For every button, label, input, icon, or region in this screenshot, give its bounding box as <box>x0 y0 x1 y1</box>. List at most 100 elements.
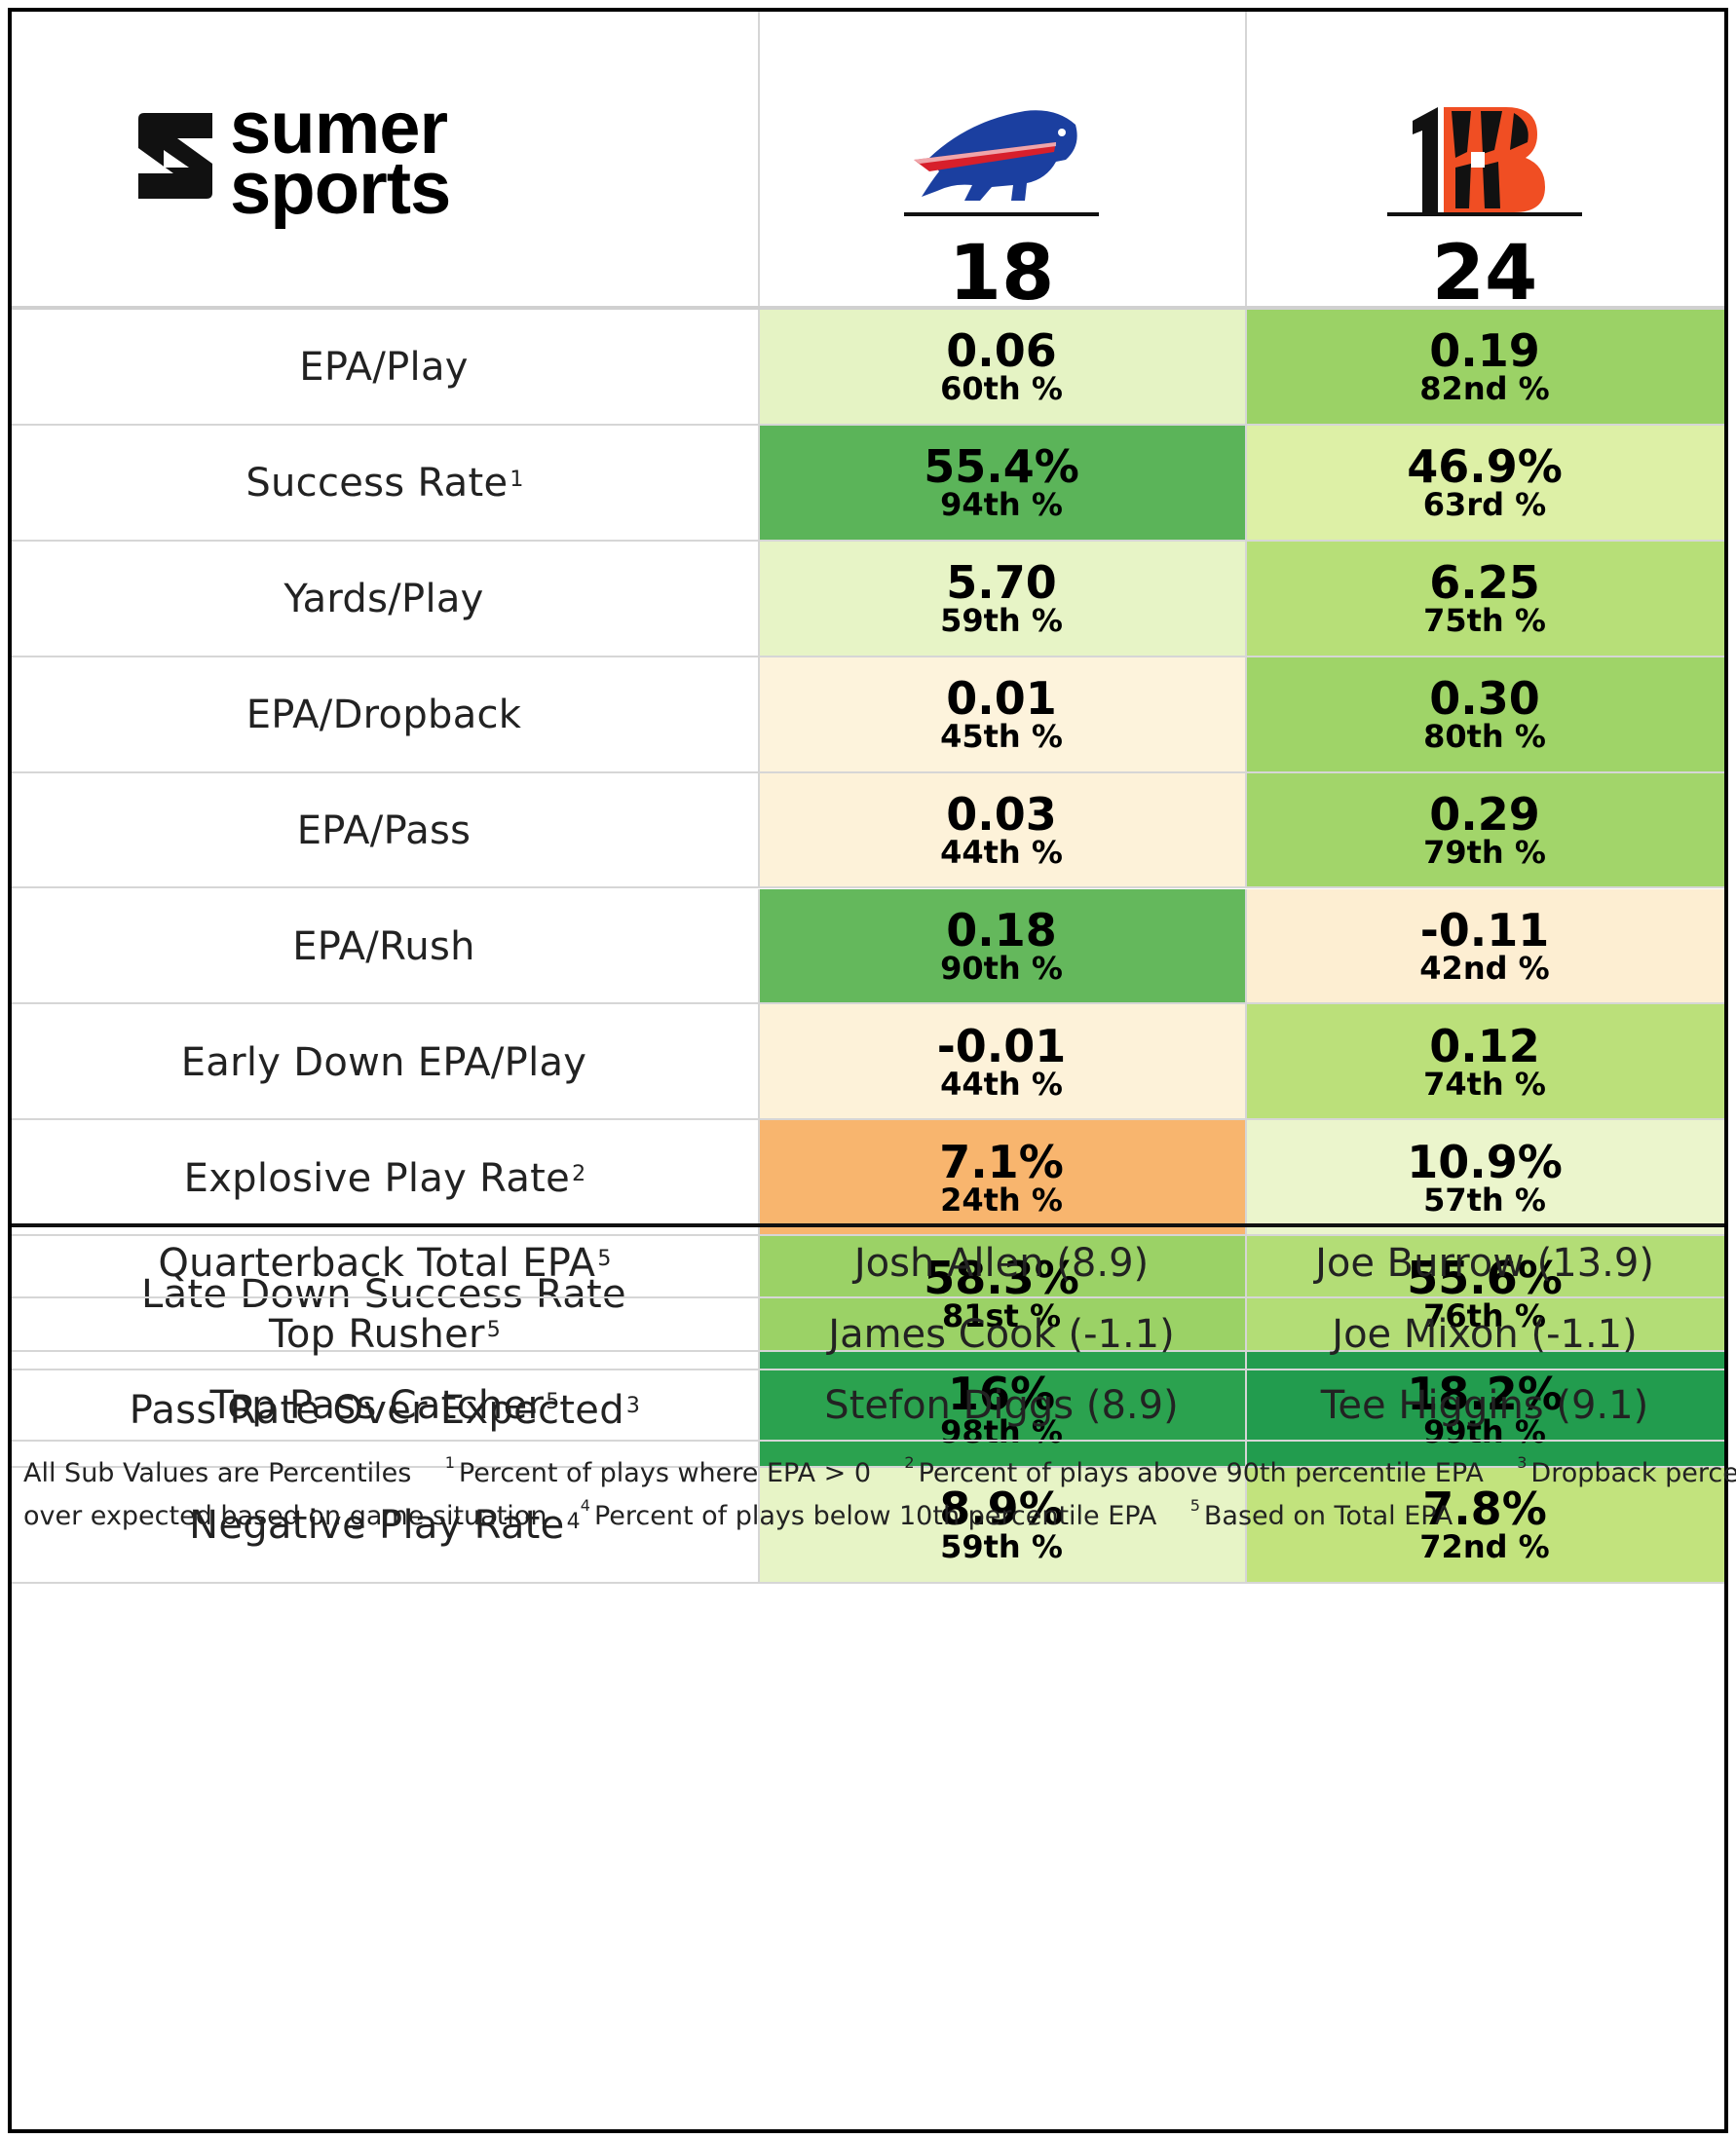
team-b-stat: 10.9% 57th % <box>1245 1120 1724 1237</box>
team-b-stat: 55.6% 76th % <box>1245 1236 1724 1353</box>
team-b-stat: 7.8% 72nd % <box>1245 1468 1724 1584</box>
stat-row: Early Down EPA/Play -0.01 44th % 0.12 74th % <box>12 1004 1724 1121</box>
stat-value: 6.25 <box>1429 556 1540 610</box>
stat-value: 0.29 <box>1429 788 1540 842</box>
footnote-marker: 2 <box>904 1453 915 1472</box>
team-b-stat: 0.29 79th % <box>1245 772 1724 889</box>
stat-label-text: Success Rate <box>245 461 509 507</box>
player-row: Top Rusher 5 James Cook (-1.1) Joe Mixon (-… <box>12 1298 1724 1370</box>
stat-value: 55.6% <box>1407 1251 1563 1304</box>
team-a-stat: -0.01 44th % <box>758 1004 1245 1121</box>
team-a-header: 18 <box>758 12 1245 318</box>
stat-label-text: EPA/Play <box>299 345 469 391</box>
stat-label-footnote: 1 <box>509 467 524 492</box>
stat-value: 7.8% <box>1422 1482 1547 1536</box>
stat-label: EPA/Rush <box>12 889 758 1005</box>
stat-label-text: Negative Play Rate <box>189 1503 565 1549</box>
stat-value: 0.03 <box>946 788 1057 842</box>
stat-label: Success Rate 1 <box>12 426 758 542</box>
header-row: sumer sports 18 <box>12 12 1724 318</box>
team-b-stat: 0.30 80th % <box>1245 657 1724 773</box>
stat-percentile: 59th % <box>940 1528 1063 1566</box>
stat-percentile: 94th % <box>940 486 1063 524</box>
stat-row: Explosive Play Rate 2 7.1% 24th % 10.9% 57th … <box>12 1120 1724 1237</box>
stat-value: 0.06 <box>946 324 1057 378</box>
stat-label-text: EPA/Dropback <box>245 693 522 738</box>
stats-card: sumer sports 18 <box>8 8 1736 2133</box>
stat-label: Explosive Play Rate 2 <box>12 1120 758 1236</box>
stat-label-footnote: 3 <box>625 1394 641 1419</box>
team-a-stat: 0.03 44th % <box>758 772 1245 889</box>
team-b-stat: 0.19 82nd % <box>1245 310 1724 426</box>
stat-row: Late Down Success Rate 58.3% 81st % 55.6% 76… <box>12 1236 1724 1353</box>
footnote-3a: Dropback percent <box>1530 1458 1736 1488</box>
team-a-stat: 5.70 59th % <box>758 541 1245 657</box>
team-a-player: Josh Allen (8.9) <box>853 1240 1150 1286</box>
stat-percentile: 75th % <box>1423 602 1546 640</box>
team-a-stat: 0.18 90th % <box>758 888 1245 1005</box>
team-b-player: Joe Burrow (13.9) <box>1315 1240 1654 1286</box>
stat-percentile: 42nd % <box>1419 949 1550 987</box>
stat-row: Negative Play Rate 4 8.9% 59th % 7.8% 72nd % <box>12 1468 1724 1584</box>
team-a-player: Stefon Diggs (8.9) <box>824 1383 1179 1429</box>
player-label-text: Quarterback Total EPA <box>158 1240 596 1286</box>
stat-value: 46.9% <box>1407 440 1563 494</box>
player-label: Quarterback Total EPA 5 <box>12 1227 758 1298</box>
stat-row: EPA/Pass 0.03 44th % 0.29 79th % <box>12 772 1724 889</box>
team-b-stat: -0.11 42nd % <box>1245 888 1724 1005</box>
stat-percentile: 79th % <box>1423 834 1546 872</box>
team-a-stat: 0.06 60th % <box>758 310 1245 426</box>
stat-value: 8.9% <box>939 1482 1064 1536</box>
stat-label: Negative Play Rate 4 <box>12 1468 758 1584</box>
stat-label-text: Pass Rate Over Expected <box>129 1387 624 1433</box>
team-b-score: 24 <box>1431 230 1538 318</box>
footnote-marker: 4 <box>580 1496 590 1515</box>
stat-label: Yards/Play <box>12 542 758 657</box>
footnote-5: Based on Total EPA <box>1203 1501 1453 1531</box>
team-b-player: Joe Mixon (-1.1) <box>1332 1311 1638 1357</box>
stat-label: Late Down Success Rate <box>12 1236 758 1352</box>
brand-line2: sports <box>230 147 451 230</box>
stat-percentile: 44th % <box>940 834 1063 872</box>
stat-label-footnote: 2 <box>572 1162 586 1187</box>
stat-label: Pass Rate Over Expected 3 <box>12 1352 758 1468</box>
team-b-stat: 46.9% 63rd % <box>1245 425 1724 542</box>
team-b-stat: 6.25 75th % <box>1245 541 1724 657</box>
team-a-stat: 55.4% 94th % <box>758 425 1245 542</box>
stat-row: Success Rate 1 55.4% 94th % 46.9% 63rd % <box>12 425 1724 542</box>
stat-label-text: Explosive Play Rate <box>183 1155 571 1201</box>
stat-value: 0.19 <box>1429 324 1540 378</box>
stat-percentile: 60th % <box>940 370 1063 408</box>
player-label-footnote: 5 <box>486 1318 502 1343</box>
player-label-text: Top Rusher <box>268 1311 485 1357</box>
footnote-marker: 5 <box>1189 1496 1200 1515</box>
team-a-stat: 8.9% 59th % <box>758 1468 1245 1584</box>
stat-percentile: 45th % <box>940 718 1063 756</box>
stat-value: 58.3% <box>924 1251 1079 1304</box>
stat-row: Yards/Play 5.70 59th % 6.25 75th % <box>12 541 1724 657</box>
team-b-player: Tee Higgins (9.1) <box>1320 1383 1649 1429</box>
stat-label-text: Late Down Success Rate <box>141 1271 626 1317</box>
stat-percentile: 72nd % <box>1419 1528 1550 1566</box>
stat-label-footnote: 4 <box>566 1509 581 1534</box>
footnote-1: Percent of plays where EPA > 0 <box>458 1458 872 1488</box>
team-a-stat: 16% 98th % <box>758 1352 1245 1468</box>
brand-cell: sumer sports <box>12 12 758 306</box>
player-label: Top Rusher 5 <box>12 1298 758 1370</box>
stat-percentile: 80th % <box>1423 718 1546 756</box>
stat-value: -0.01 <box>936 1019 1067 1072</box>
stat-percentile: 57th % <box>1423 1181 1546 1219</box>
team-a-stat: 0.01 45th % <box>758 657 1245 773</box>
player-row: Top Pass Catcher 5 Stefon Diggs (8.9) Tee H… <box>12 1370 1724 1442</box>
stat-percentile: 98th % <box>940 1412 1063 1450</box>
stat-percentile: 82nd % <box>1419 370 1550 408</box>
stat-label-text: Early Down EPA/Play <box>180 1039 587 1085</box>
bengals-logo-icon <box>1413 107 1545 212</box>
stat-label: EPA/Pass <box>12 773 758 889</box>
team-a-player: James Cook (-1.1) <box>828 1311 1175 1357</box>
stat-percentile: 74th % <box>1423 1065 1546 1103</box>
stat-value: 0.01 <box>946 672 1057 726</box>
footnote-3b: over expected based on game situation <box>23 1501 547 1531</box>
stat-value: 16% <box>947 1367 1056 1420</box>
player-label-footnote: 5 <box>546 1389 560 1414</box>
